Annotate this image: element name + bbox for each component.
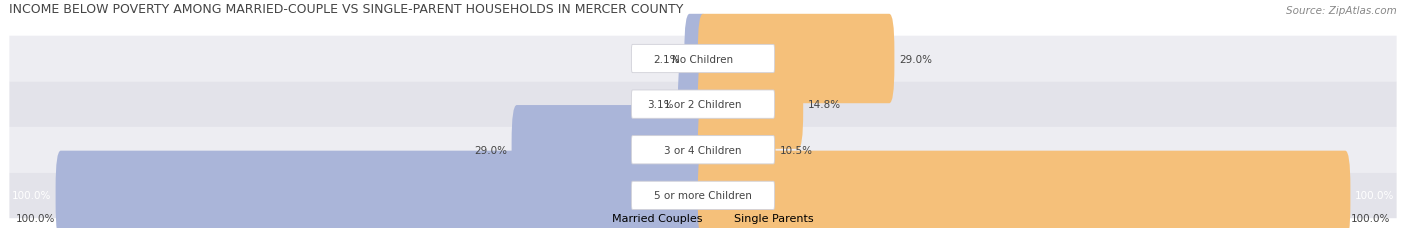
- Text: 29.0%: 29.0%: [898, 54, 932, 64]
- Text: 100.0%: 100.0%: [11, 191, 51, 201]
- FancyBboxPatch shape: [685, 15, 709, 104]
- FancyBboxPatch shape: [631, 181, 775, 210]
- Text: Source: ZipAtlas.com: Source: ZipAtlas.com: [1286, 6, 1396, 16]
- Legend: Married Couples, Single Parents: Married Couples, Single Parents: [592, 213, 814, 223]
- FancyBboxPatch shape: [631, 91, 775, 119]
- Text: 29.0%: 29.0%: [474, 145, 508, 155]
- FancyBboxPatch shape: [697, 15, 894, 104]
- FancyBboxPatch shape: [631, 136, 775, 164]
- Text: 100.0%: 100.0%: [1355, 191, 1395, 201]
- FancyBboxPatch shape: [512, 106, 709, 195]
- Text: 14.8%: 14.8%: [807, 100, 841, 110]
- FancyBboxPatch shape: [697, 151, 1350, 231]
- Text: INCOME BELOW POVERTY AMONG MARRIED-COUPLE VS SINGLE-PARENT HOUSEHOLDS IN MERCER : INCOME BELOW POVERTY AMONG MARRIED-COUPL…: [10, 3, 683, 16]
- Text: 10.5%: 10.5%: [780, 145, 813, 155]
- Text: 1 or 2 Children: 1 or 2 Children: [664, 100, 742, 110]
- Text: 2.1%: 2.1%: [654, 54, 681, 64]
- Text: 5 or more Children: 5 or more Children: [654, 191, 752, 201]
- Text: No Children: No Children: [672, 54, 734, 64]
- FancyBboxPatch shape: [56, 151, 709, 231]
- FancyBboxPatch shape: [697, 106, 776, 195]
- FancyBboxPatch shape: [10, 127, 1396, 173]
- FancyBboxPatch shape: [631, 45, 775, 73]
- Text: 100.0%: 100.0%: [1351, 213, 1391, 223]
- Text: 3 or 4 Children: 3 or 4 Children: [664, 145, 742, 155]
- FancyBboxPatch shape: [10, 82, 1396, 127]
- FancyBboxPatch shape: [678, 60, 709, 149]
- Text: 3.1%: 3.1%: [647, 100, 673, 110]
- FancyBboxPatch shape: [10, 173, 1396, 218]
- Text: 100.0%: 100.0%: [15, 213, 55, 223]
- FancyBboxPatch shape: [10, 36, 1396, 82]
- FancyBboxPatch shape: [697, 60, 803, 149]
